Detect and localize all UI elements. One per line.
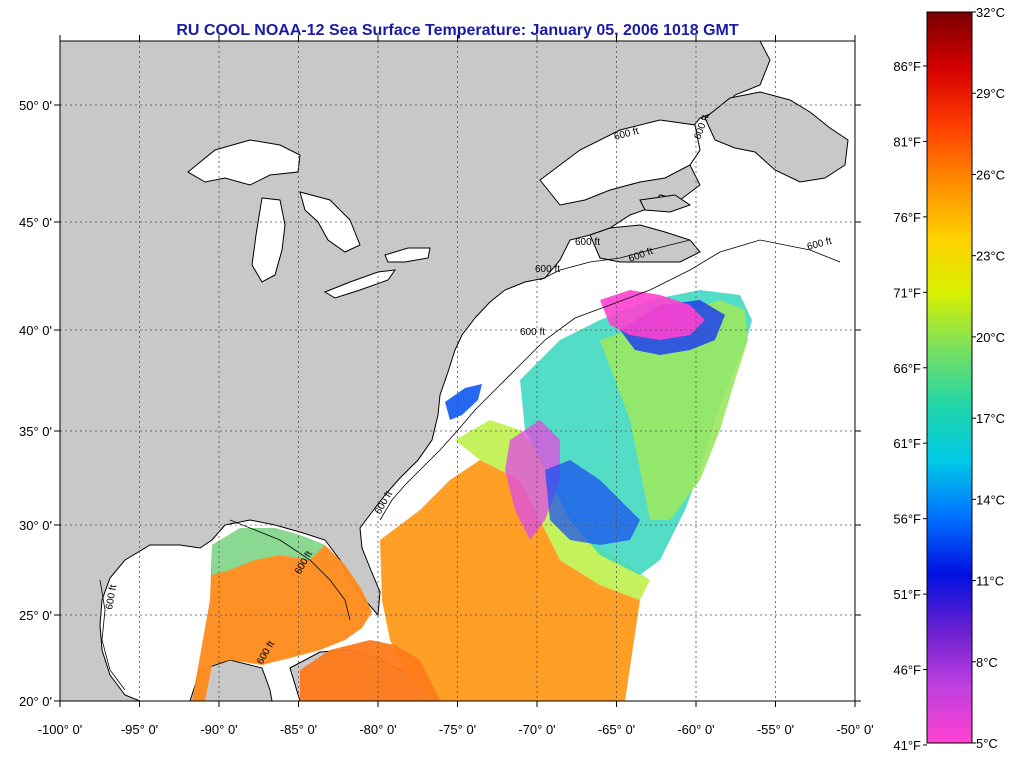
latitude-tick-label: 20° 0': [19, 694, 52, 709]
sst-offshore-green: [600, 300, 748, 520]
colorbar-labels: 32°C 29°C 26°C 23°C 20°C 17°C 14°C 11°C 8°C 5°C 86…: [893, 5, 1005, 753]
longitude-tick-label: -60° 0': [677, 722, 714, 737]
latitude-axis: 20° 0' 25° 0' 30° 0' 35° 0' 40° 0' 45° 0' 50° …: [19, 98, 52, 709]
lake-ontario: [384, 247, 431, 263]
prince-edward-island: [639, 194, 692, 213]
lake-michigan: [251, 197, 286, 283]
colorbar: [926, 11, 973, 744]
longitude-tick-label: -90° 0': [200, 722, 237, 737]
colorbar-celsius-label: 11°C: [976, 574, 1004, 589]
colorbar-fahrenheit-label: 76°F: [893, 210, 921, 225]
colorbar-celsius-label: 26°C: [976, 167, 1005, 182]
colorbar-fahrenheit-label: 41°F: [893, 738, 921, 753]
latitude-tick-label: 40° 0': [19, 323, 52, 338]
colorbar-celsius-label: 5°C: [976, 736, 998, 751]
sst-cold-magenta: [600, 290, 705, 340]
colorbar-celsius-label: 14°C: [976, 492, 1005, 507]
longitude-tick-label: -65° 0': [598, 722, 635, 737]
newfoundland: [704, 91, 849, 183]
longitude-tick-label: -85° 0': [280, 722, 317, 737]
colorbar-fahrenheit-label: 46°F: [893, 663, 921, 678]
sst-chesapeake-blue: [445, 384, 482, 420]
colorbar-celsius-label: 32°C: [976, 5, 1005, 20]
colorbar-fahrenheit-label: 71°F: [893, 285, 921, 300]
isobath-label: 600 ft: [535, 264, 560, 275]
isobath-600ft: [99, 239, 841, 691]
sst-cold-magenta-south: [505, 420, 560, 540]
colorbar-fahrenheit-label: 81°F: [893, 134, 921, 149]
lake-erie: [323, 269, 397, 299]
longitude-tick-label: -80° 0': [359, 722, 396, 737]
north-america-landmass: [60, 41, 771, 701]
gulf-of-st-lawrence: [539, 119, 701, 206]
longitude-tick-label: -75° 0': [439, 722, 476, 737]
nova-scotia: [589, 224, 701, 263]
sst-atlantic-warm: [380, 460, 640, 701]
map-title: RU COOL NOAA-12 Sea Surface Temperature:…: [176, 22, 739, 39]
axis-ticks: [54, 35, 861, 707]
swath-edge-mask: [630, 260, 855, 701]
latitude-tick-label: 45° 0': [19, 215, 52, 230]
latitude-tick-label: 35° 0': [19, 424, 52, 439]
colorbar-fahrenheit-label: 66°F: [893, 361, 921, 376]
graticule: [60, 41, 855, 701]
longitude-tick-label: -70° 0': [518, 722, 555, 737]
sst-cold-blue-mid: [545, 460, 640, 545]
latitude-tick-label: 25° 0': [19, 608, 52, 623]
colorbar-celsius-label: 23°C: [976, 249, 1005, 264]
latitude-tick-label: 30° 0': [19, 518, 52, 533]
longitude-tick-label: -95° 0': [121, 722, 158, 737]
colorbar-celsius-label: 29°C: [976, 86, 1005, 101]
latitude-tick-label: 50° 0': [19, 98, 52, 113]
isobath-label: 600 ft: [104, 584, 119, 611]
map-plot-area: 600 ft 600 ft 600 ft 600 ft 600 ft 600 f…: [60, 41, 855, 701]
longitude-tick-label: -55° 0': [757, 722, 794, 737]
colorbar-fahrenheit-label: 56°F: [893, 512, 921, 527]
isobath-label: 600 ft: [520, 327, 545, 338]
colorbar-celsius-label: 8°C: [976, 655, 998, 670]
longitude-axis: -100° 0' -95° 0' -90° 0' -85° 0' -80° 0' -75°…: [38, 722, 874, 737]
colorbar-celsius-label: 20°C: [976, 330, 1005, 345]
colorbar-fahrenheit-label: 86°F: [893, 59, 921, 74]
sst-gulf-warm: [192, 528, 372, 701]
sst-florida-strait: [300, 640, 440, 701]
colorbar-fahrenheit-label: 61°F: [893, 436, 921, 451]
colorbar-celsius-label: 17°C: [976, 411, 1005, 426]
sst-gulf-cool-nearshore: [212, 528, 325, 575]
longitude-tick-label: -50° 0': [836, 722, 873, 737]
colorbar-fahrenheit-label: 51°F: [893, 587, 921, 602]
lake-superior: [187, 139, 301, 186]
isobath-label: 600 ft: [575, 237, 600, 248]
longitude-tick-label: -100° 0': [38, 722, 83, 737]
